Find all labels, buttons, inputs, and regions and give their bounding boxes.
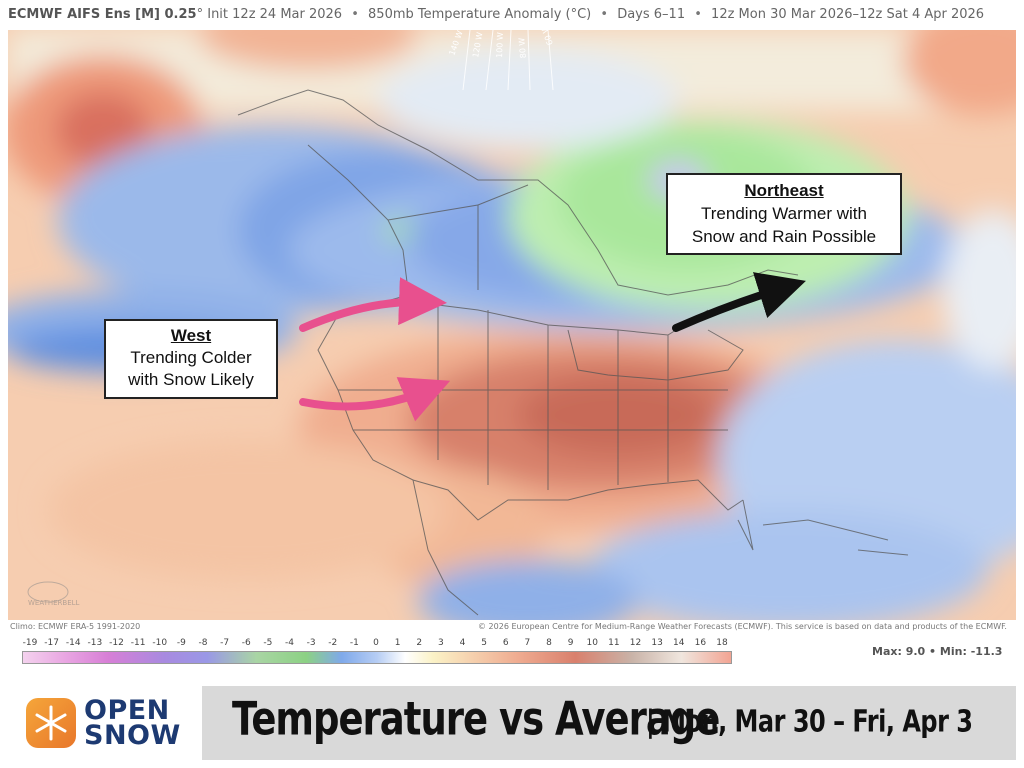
- scale-tick-label: -11: [130, 638, 146, 648]
- scale-tick-label: 5: [481, 638, 487, 648]
- west-line1: Trending Colder: [130, 348, 252, 367]
- min-label: Min:: [939, 645, 967, 658]
- logo-wordmark: OPEN SNOW: [84, 695, 181, 751]
- banner-title: Temperature vs Average: [232, 692, 720, 746]
- map-canvas: 140 W 120 W 100 W 80 W 60 W WEATHERBELL: [8, 30, 1016, 620]
- scale-tick-label: -4: [285, 638, 294, 648]
- northeast-callout: Northeast Trending Warmer with Snow and …: [666, 173, 902, 255]
- scale-tick-label: 14: [673, 638, 685, 648]
- scale-tick-label: -1: [349, 638, 359, 648]
- scale-tick-label: -10: [152, 638, 168, 648]
- scale-ticks: -19 -17 -14 -13 -12 -11 -10 -9 -8 -7 -6 -5 -4 -3 -2 -1 0…: [22, 638, 730, 650]
- field-name: 850mb Temperature Anomaly (°C): [368, 7, 592, 22]
- scale-tick-label: 4: [459, 638, 466, 648]
- scale-bar: [22, 651, 732, 664]
- lon-label: 80 W: [517, 37, 528, 58]
- scale-tick-label: 9: [567, 638, 574, 648]
- scale-tick-label: -6: [241, 638, 251, 648]
- ecmwf-copyright: © 2026 European Centre for Medium-Range …: [478, 622, 1007, 631]
- northeast-arrow: [672, 272, 806, 332]
- scale-tick-label: 12: [629, 638, 642, 648]
- max-value: 9.0: [905, 645, 926, 658]
- min-value: -11.3: [970, 645, 1003, 658]
- scale-tick-label: 2: [416, 638, 423, 648]
- scale-tick-label: -8: [198, 638, 208, 648]
- northeast-title: Northeast: [744, 181, 824, 200]
- lon-label: 120 W: [471, 31, 484, 58]
- lon-label: 100 W: [495, 32, 505, 58]
- scale-tick-label: 3: [438, 638, 444, 648]
- graticule: [462, 30, 554, 91]
- climo-credit: Climo: ECMWF ERA-5 1991-2020: [10, 622, 141, 631]
- scale-tick-label: 6: [502, 638, 509, 648]
- scale-tick-label: 8: [546, 638, 552, 648]
- weatherbell-watermark: WEATHERBELL: [27, 581, 80, 607]
- scale-tick-label: 16: [694, 638, 707, 648]
- scale-tick-label: -7: [220, 638, 230, 648]
- valid-range: 12z Mon 30 Mar 2026–12z Sat 4 Apr 2026: [711, 7, 985, 22]
- scale-tick-label: -3: [306, 638, 316, 648]
- init-time: Init 12z 24 Mar 2026: [207, 7, 343, 22]
- scale-tick-label: -5: [263, 638, 273, 648]
- period: Days 6–11: [617, 7, 686, 22]
- scale-tick-label: -14: [65, 638, 81, 648]
- scale-tick-label: -12: [109, 638, 124, 648]
- anomaly-map: 140 W 120 W 100 W 80 W 60 W WEATHERBELL: [8, 30, 1016, 620]
- scale-tick-label: 18: [716, 638, 728, 648]
- scale-tick-label: -17: [44, 638, 59, 648]
- northeast-line2: Snow and Rain Possible: [691, 227, 877, 246]
- west-title: West: [170, 326, 212, 345]
- logo-line2: SNOW: [84, 720, 181, 751]
- west-callout: West Trending Colder with Snow Likely: [104, 319, 278, 399]
- model-name: ECMWF AIFS Ens [M] 0.25: [8, 7, 197, 22]
- scale-tick-label: 0: [373, 638, 379, 648]
- color-scale: -19 -17 -14 -13 -12 -11 -10 -9 -8 -7 -6 -5 -4 -3 -2 -1 0…: [22, 638, 732, 664]
- max-label: Max:: [872, 645, 902, 658]
- watermark-text: WEATHERBELL: [28, 599, 80, 607]
- scale-tick-label: 10: [586, 638, 598, 648]
- northeast-line1: Trending Warmer with: [701, 204, 867, 223]
- scale-tick-label: 13: [651, 638, 663, 648]
- logo-line1: OPEN: [84, 695, 170, 726]
- scale-tick-label: 11: [608, 638, 620, 648]
- title-banner: OPEN SNOW Temperature vs Average | Mon, …: [10, 686, 1016, 760]
- map-header: ECMWF AIFS Ens [M] 0.25° Init 12z 24 Mar…: [0, 0, 1024, 30]
- west-arrow-south: [299, 377, 451, 422]
- scale-tick-label: -19: [22, 638, 38, 648]
- snowflake-icon: [26, 698, 76, 748]
- west-arrow-north: [299, 277, 447, 332]
- scale-tick-label: -9: [176, 638, 186, 648]
- scale-tick-label: -13: [87, 638, 103, 648]
- scale-tick-label: 1: [394, 638, 401, 648]
- west-line2: with Snow Likely: [128, 370, 254, 389]
- degree-mark: °: [196, 7, 204, 22]
- max-min: Max: 9.0 • Min: -11.3: [872, 645, 1003, 658]
- opensnow-logo: OPEN SNOW: [10, 686, 202, 760]
- banner-subtitle: | Mon, Mar 30 – Fri, Apr 3: [646, 704, 973, 739]
- scale-tick-label: 7: [524, 638, 531, 648]
- scale-tick-label: -2: [328, 638, 338, 648]
